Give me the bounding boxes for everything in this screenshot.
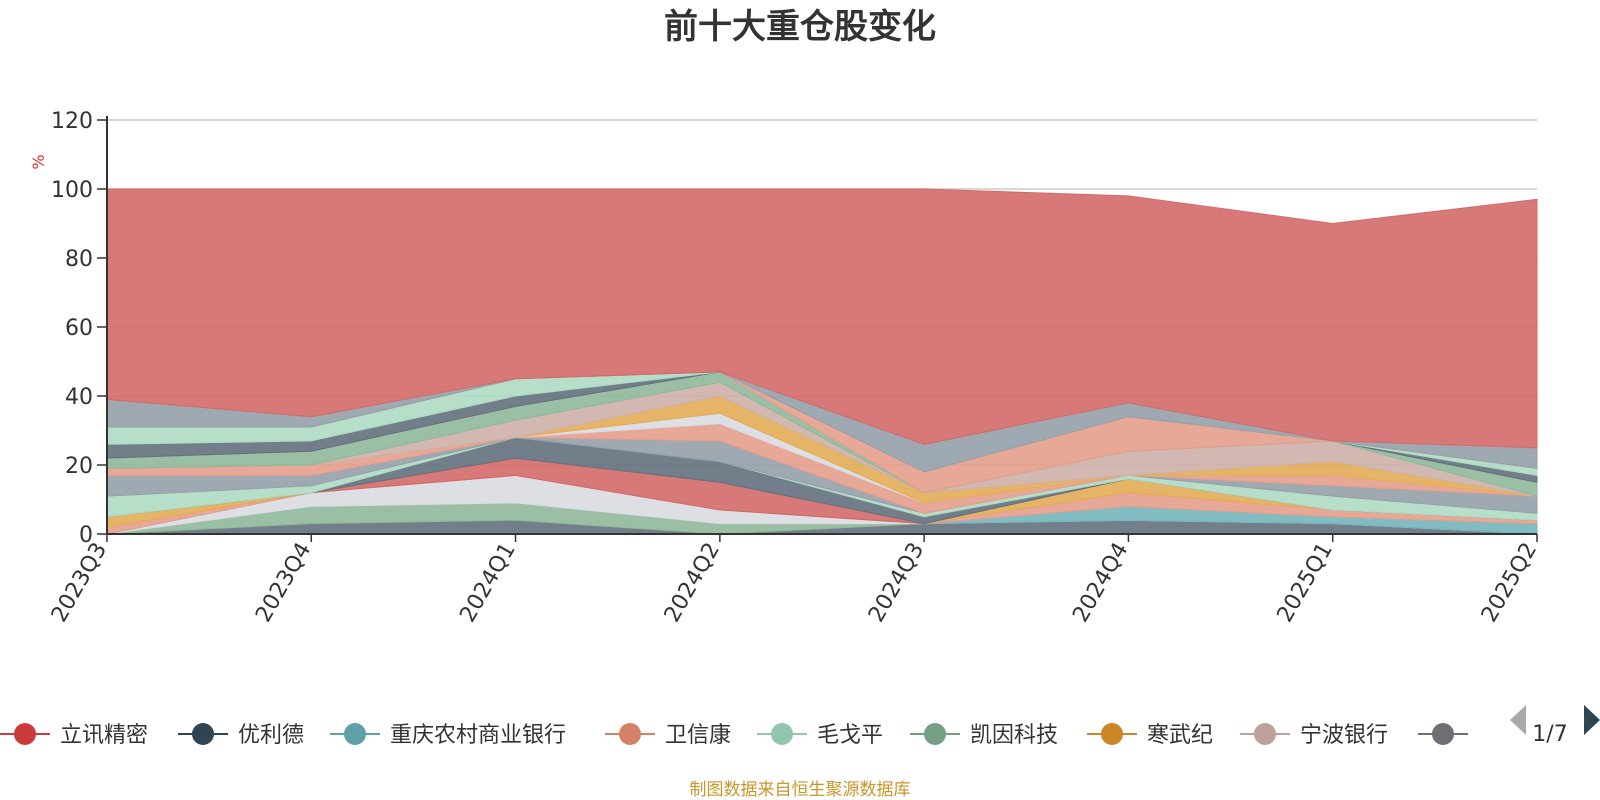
legend-label: 寒武纪 — [1147, 723, 1213, 748]
y-tick-label: 40 — [65, 385, 93, 410]
legend-item[interactable]: 宁波银行 — [1240, 723, 1388, 748]
legend-label: 立讯精密 — [60, 723, 148, 748]
legend-item[interactable] — [1418, 723, 1468, 745]
legend-label: 毛戈平 — [817, 723, 883, 748]
legend-item[interactable]: 毛戈平 — [757, 723, 883, 748]
y-tick-label: 80 — [65, 247, 93, 272]
legend-item[interactable]: 凯因科技 — [910, 723, 1058, 748]
y-unit-label: % — [29, 154, 48, 169]
legend-marker-icon — [344, 723, 366, 745]
legend-marker-icon — [1101, 723, 1123, 745]
legend-item[interactable]: 卫信康 — [605, 723, 731, 748]
x-tick-label: 2024Q4 — [1068, 539, 1133, 627]
legend-marker-icon — [1432, 723, 1454, 745]
legend-item[interactable]: 优利德 — [178, 723, 304, 748]
legend-prev-icon[interactable] — [1510, 705, 1526, 735]
legend-marker-icon — [1254, 723, 1276, 745]
legend-pager: 1/7 — [1510, 705, 1600, 747]
legend-label: 宁波银行 — [1300, 723, 1388, 748]
stacked-areas — [106, 188, 1538, 535]
source-note: 制图数据来自恒生聚源数据库 — [690, 780, 911, 800]
legend-item[interactable]: 立讯精密 — [0, 723, 148, 748]
x-tick-label: 2024Q3 — [864, 539, 929, 627]
y-tick-label: 0 — [79, 523, 93, 548]
legend-label: 卫信康 — [665, 723, 731, 748]
legend-page-indicator: 1/7 — [1532, 722, 1567, 747]
legend-marker-icon — [192, 723, 214, 745]
x-tick-label: 2024Q2 — [660, 539, 725, 627]
x-tick-label: 2024Q1 — [455, 539, 520, 627]
legend-marker-icon — [771, 723, 793, 745]
legend-item[interactable]: 重庆农村商业银行 — [330, 723, 566, 748]
x-tick-label: 2025Q1 — [1273, 539, 1338, 627]
y-tick-label: 60 — [65, 316, 93, 341]
legend[interactable]: 立讯精密 优利德 重庆农村商业银行 卫信康 毛戈平 凯因科技 寒武纪 宁波银行 — [0, 723, 1468, 748]
legend-next-icon[interactable] — [1584, 705, 1600, 735]
series-area-19[interactable] — [106, 188, 1538, 449]
x-tick-label: 2023Q3 — [47, 539, 112, 627]
y-tick-label: 120 — [51, 109, 93, 134]
legend-label: 重庆农村商业银行 — [390, 723, 566, 748]
legend-marker-icon — [924, 723, 946, 745]
legend-marker-icon — [619, 723, 641, 745]
legend-label: 优利德 — [238, 723, 304, 748]
legend-label: 凯因科技 — [970, 723, 1058, 748]
y-tick-label: 20 — [65, 454, 93, 479]
x-tick-label: 2025Q2 — [1477, 539, 1542, 627]
y-tick-label: 100 — [51, 178, 93, 203]
legend-item[interactable]: 寒武纪 — [1087, 723, 1213, 748]
x-tick-label: 2023Q4 — [251, 539, 316, 627]
legend-marker-icon — [14, 723, 36, 745]
chart-title: 前十大重仓股变化 — [664, 7, 936, 47]
